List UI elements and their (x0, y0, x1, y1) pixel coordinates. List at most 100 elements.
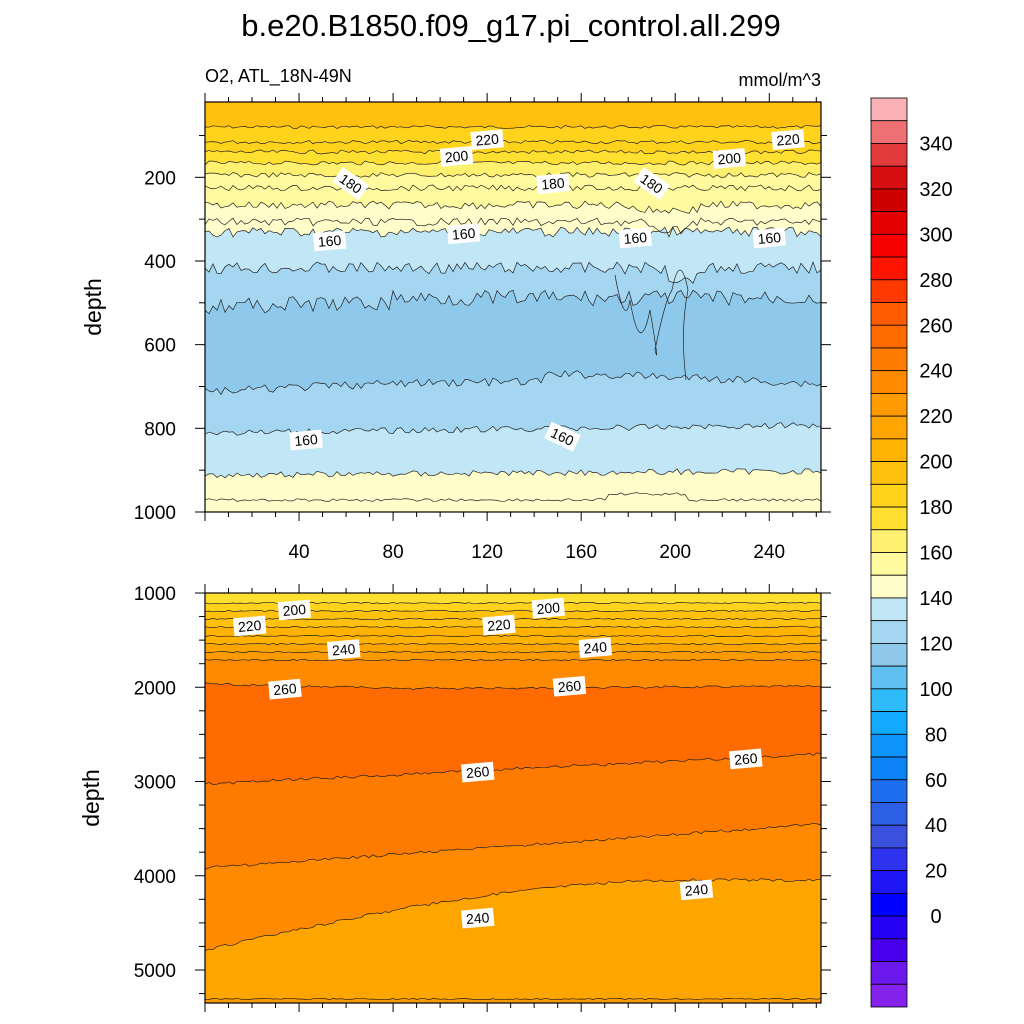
contour-label-text: 200 (536, 599, 561, 617)
x-tick-label: 160 (565, 542, 597, 563)
x-tick-label: 80 (383, 542, 404, 563)
contour-line (205, 172, 821, 178)
colorbar-label: 160 (919, 543, 952, 565)
top-panel-subtitle-left: O2, ATL_18N-49N (205, 66, 352, 87)
contour-line (205, 997, 821, 1001)
contour-label-text: 240 (583, 639, 608, 657)
contour-label-text: 240 (465, 909, 490, 927)
colorbar-label: 220 (919, 406, 952, 428)
colorbar-swatch (870, 961, 908, 985)
colorbar-label: 20 (925, 861, 947, 883)
contour-label-text: 260 (465, 763, 490, 781)
colorbar-swatch (870, 870, 908, 894)
colorbar-swatch (870, 620, 908, 644)
contour-line (205, 289, 821, 315)
contour-line (205, 226, 821, 238)
contour-line (205, 650, 821, 654)
contour-label: 260 (729, 748, 763, 770)
colorbar-label: 200 (919, 452, 952, 474)
contour-label: 220 (482, 614, 516, 636)
contour-label: 220 (470, 129, 504, 151)
y-tick-label: 4000 (134, 867, 176, 888)
colorbar-swatch (870, 756, 908, 781)
contour-line (205, 139, 821, 145)
contour-label-text: 160 (757, 229, 782, 247)
colorbar-swatch (870, 256, 908, 281)
colorbar-label: 0 (930, 906, 941, 928)
contour-line (205, 200, 821, 214)
colorbar-swatch (870, 824, 908, 849)
contour-line (205, 634, 821, 638)
y-tick-label: 1000 (134, 503, 176, 524)
contour-label-text: 160 (317, 232, 342, 250)
contour-label: 240 (679, 879, 714, 901)
contour-label-text: 260 (733, 750, 758, 768)
colorbar-label: 80 (925, 724, 947, 746)
contour-label-text: 220 (776, 131, 801, 149)
contour-label: 260 (461, 761, 495, 783)
colorbar-swatch (870, 438, 908, 463)
colorbar-swatch (870, 347, 908, 372)
y-tick-label: 5000 (134, 961, 176, 982)
colorbar-swatch (870, 938, 908, 962)
colorbar-swatch (870, 188, 908, 213)
x-tick-label: 200 (659, 542, 691, 563)
colorbar-swatch (870, 665, 908, 690)
contour-label: 260 (268, 678, 302, 700)
colorbar-label: 60 (925, 770, 947, 792)
contour-label-text: 220 (237, 617, 262, 635)
colorbar-swatch (870, 892, 908, 917)
contour-label: 220 (771, 129, 805, 151)
contour-line (614, 269, 689, 381)
contour-label: 200 (531, 597, 565, 619)
contour-line (205, 682, 821, 690)
colorbar-label: 40 (925, 815, 947, 837)
contour-label-text: 220 (487, 616, 512, 634)
y-tick-label: 600 (144, 336, 176, 357)
contour-label: 160 (289, 429, 323, 451)
colorbar-swatch (870, 643, 908, 667)
y-tick-label: 1000 (134, 584, 176, 605)
contour-line (205, 125, 821, 129)
contour-label: 160 (312, 230, 347, 252)
contour-label-text: 180 (541, 175, 566, 193)
contour-line (205, 370, 821, 396)
contour-line (205, 184, 821, 192)
colorbar: 3403203002802602402202001801601401201008… (870, 97, 953, 1008)
colorbar-swatch (870, 506, 908, 531)
colorbar-label: 280 (919, 270, 952, 292)
colorbar-swatch (870, 597, 908, 622)
contour-label: 240 (461, 907, 495, 929)
contour-line (205, 217, 821, 235)
colorbar-swatch (870, 165, 908, 190)
contour-label-text: 200 (444, 147, 469, 165)
contour-line (205, 822, 821, 870)
contour-label-text: 220 (475, 131, 500, 149)
contour-label: 160 (752, 227, 786, 249)
contour-label: 260 (552, 675, 587, 697)
colorbar-swatch (870, 233, 908, 258)
contour-line (205, 422, 821, 436)
colorbar-label: 260 (919, 315, 952, 337)
colorbar-swatch (870, 915, 908, 940)
contour-label: 160 (618, 227, 652, 249)
contour-label-text: 160 (623, 229, 648, 247)
colorbar-swatch (870, 552, 908, 576)
figure-title: b.e20.B1850.f09_g17.pi_control.all.299 (241, 8, 781, 43)
y-tick-label: 200 (144, 168, 176, 189)
x-tick-label: 240 (753, 542, 785, 563)
contour-line (205, 468, 821, 479)
colorbar-swatch (870, 97, 908, 122)
colorbar-swatch (870, 779, 908, 803)
colorbar-swatch (870, 461, 908, 485)
colorbar-swatch (870, 983, 908, 1008)
colorbar-label: 240 (919, 361, 952, 383)
x-tick-label: 120 (471, 542, 503, 563)
colorbar-swatch (870, 415, 908, 440)
colorbar-label: 300 (919, 224, 952, 246)
colorbar-swatch (870, 529, 908, 553)
contour-label-text: 260 (273, 680, 298, 698)
colorbar-swatch (870, 733, 908, 758)
colorbar-swatch (870, 574, 908, 599)
